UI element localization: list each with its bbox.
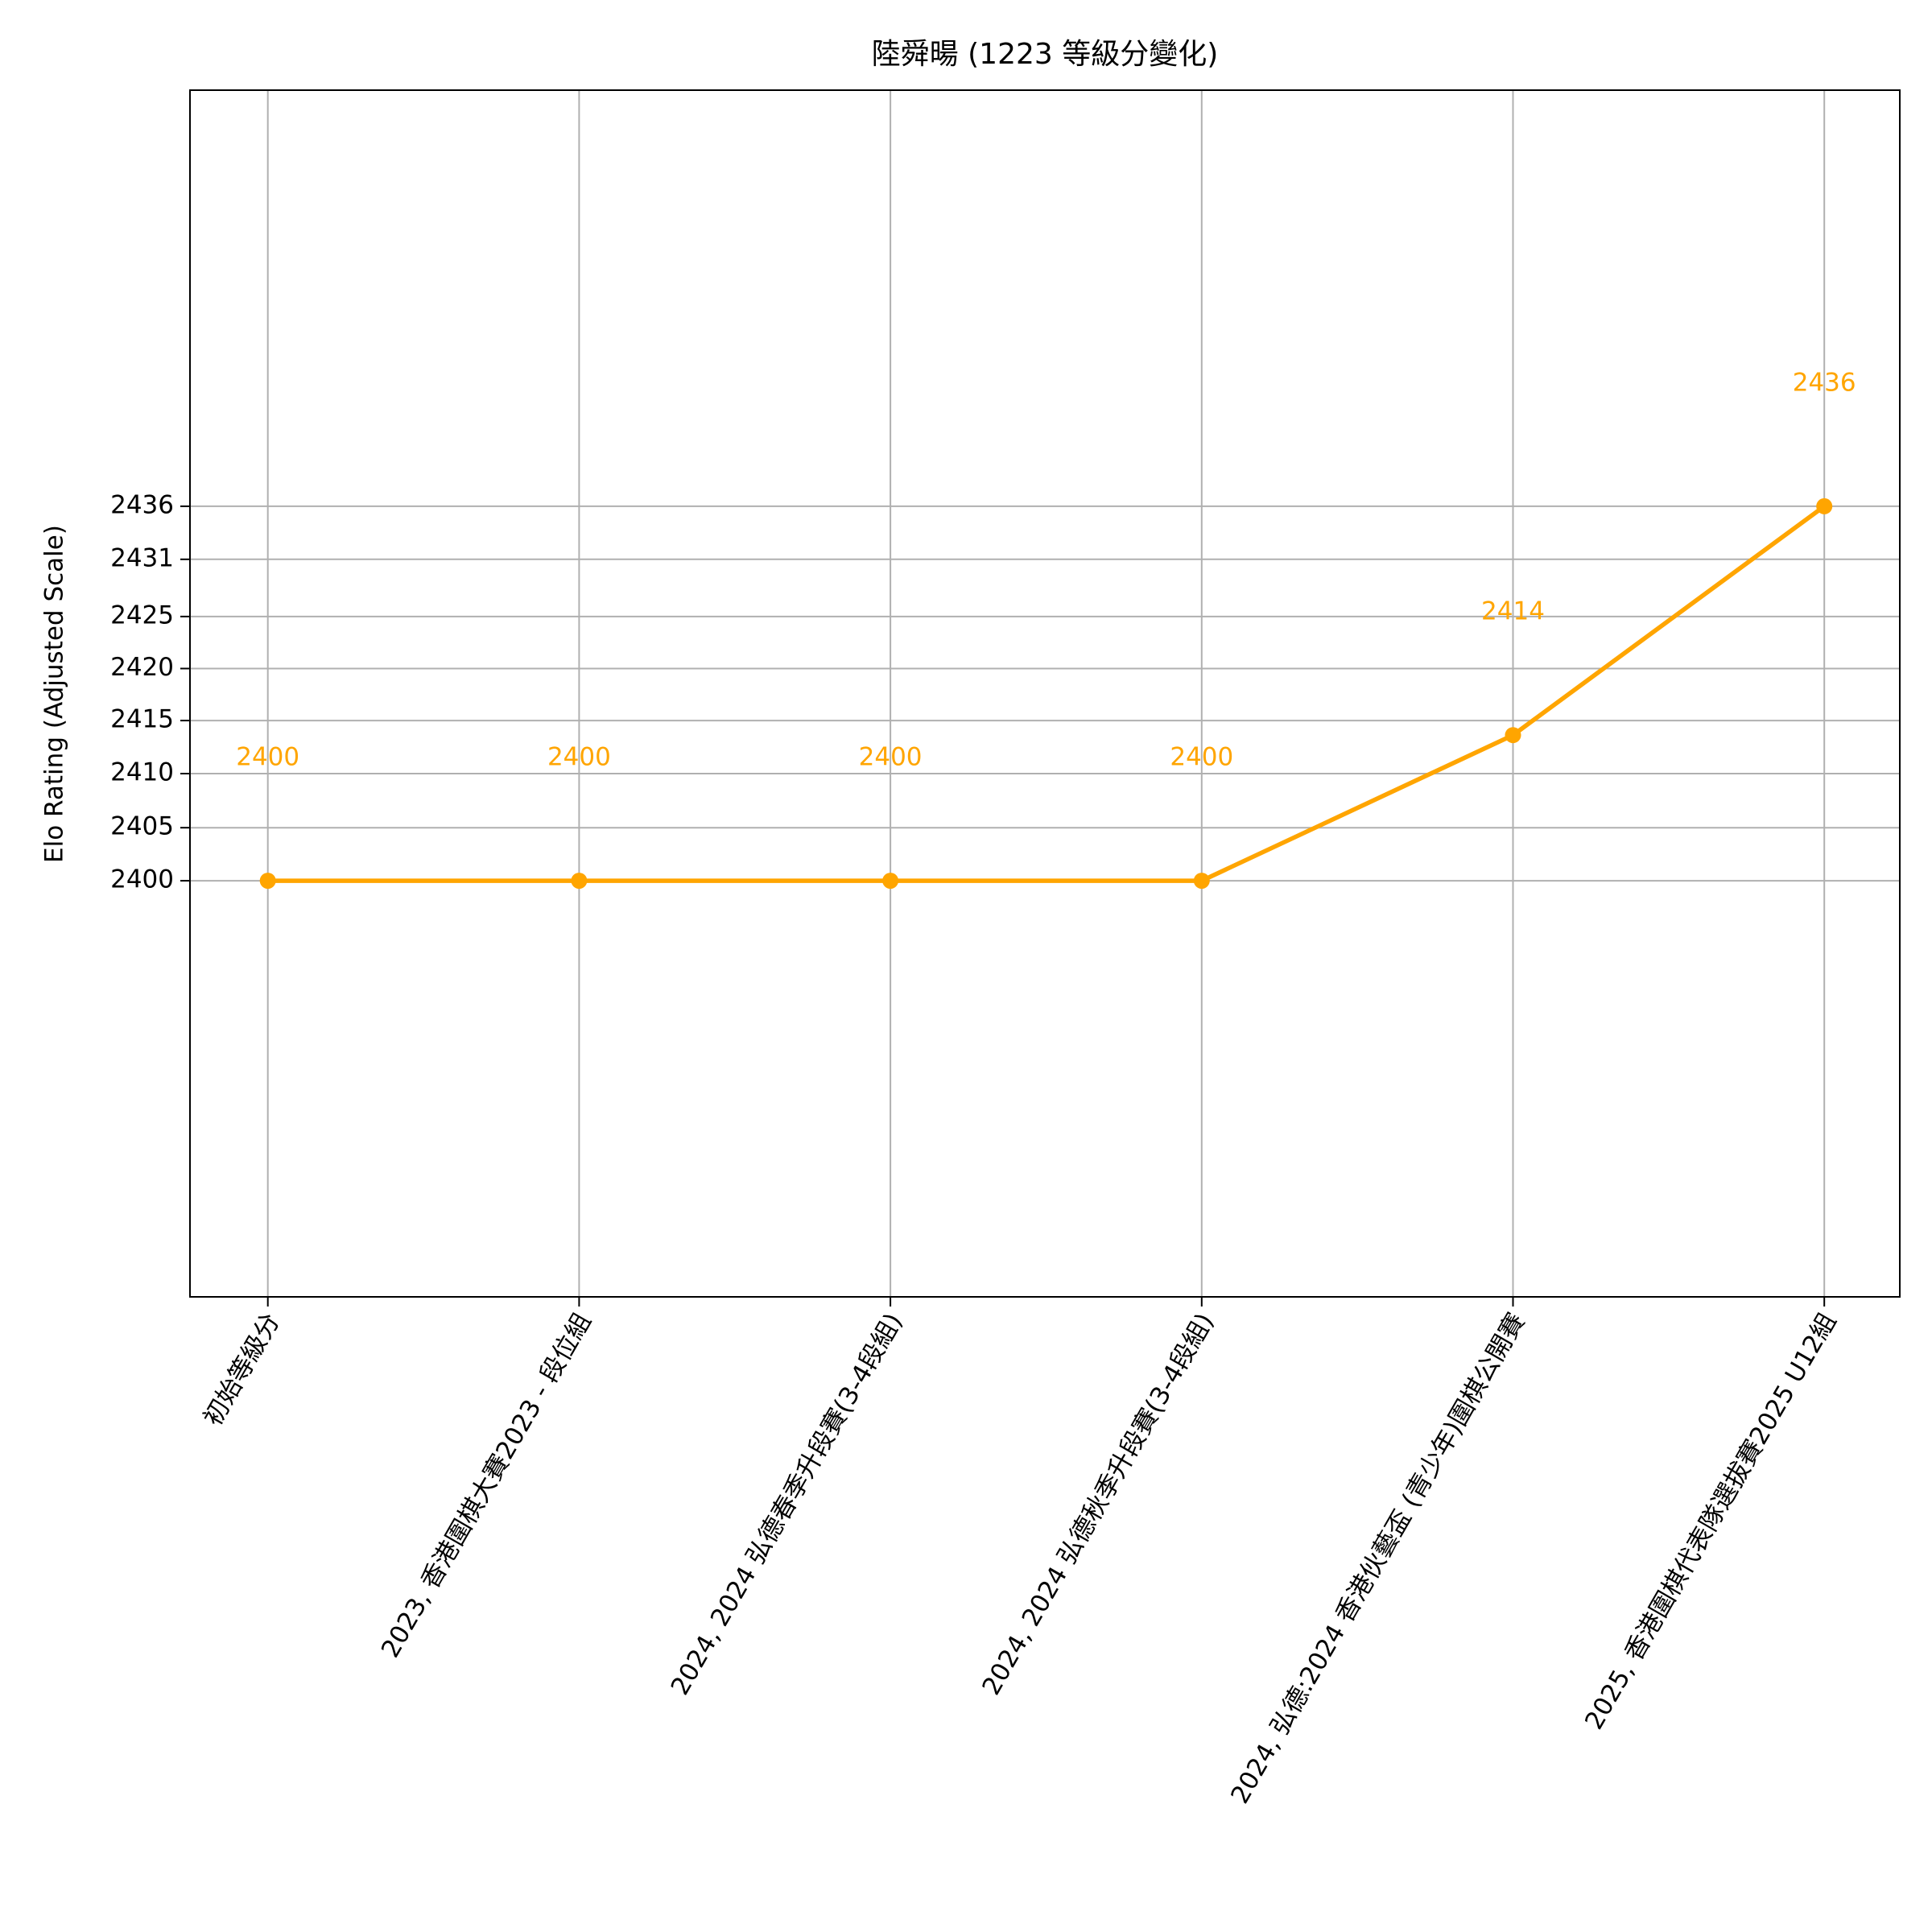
- y-axis-label: Elo Rating (Adjusted Scale): [40, 525, 69, 863]
- marker: [1193, 873, 1210, 890]
- x-tick-label: 2025, 香港圍棋代表隊選拔賽2025 U12組: [1579, 1308, 1842, 1734]
- line: [267, 504, 1826, 883]
- y-tick-label: 2431: [110, 543, 174, 572]
- y-tick-label: 2425: [110, 601, 174, 630]
- marker: [1816, 497, 1833, 514]
- y-tick-label: 2400: [110, 865, 174, 894]
- y-tick-label: 2415: [110, 705, 174, 734]
- value-label: 2436: [1793, 368, 1856, 397]
- x-tick-label: 2024, 2024 弘德秋季升段賽(3-4段組): [976, 1308, 1220, 1700]
- x-tick-label: 2023, 香港圍棋大賽2023 - 段位組: [376, 1308, 597, 1662]
- chart-title: 陸舜暘 (1223 等級分變化): [872, 38, 1219, 71]
- y-tick-label: 2420: [110, 653, 174, 682]
- value-label: 2400: [859, 743, 923, 772]
- marker: [882, 873, 899, 890]
- x-tick-label: 初始等級分: [198, 1308, 286, 1430]
- marker: [259, 873, 276, 890]
- y-tick-label: 2405: [110, 812, 174, 841]
- y-tick-label: 2436: [110, 490, 174, 519]
- value-label: 2400: [547, 743, 611, 772]
- x-tick-label: 2024, 2024 弘德春季升段賽(3-4段組): [666, 1308, 909, 1700]
- value-label: 2400: [236, 743, 299, 772]
- y-tick-label: 2410: [110, 758, 174, 787]
- plot-frame: [189, 89, 1901, 1298]
- value-label: 2400: [1170, 743, 1233, 772]
- marker: [571, 873, 588, 890]
- value-label: 2414: [1481, 597, 1545, 626]
- x-tick-label: 2024, 弘德:2024 香港伙藝盃 (青少年)圍棋公開賽: [1225, 1308, 1531, 1808]
- marker: [1505, 727, 1521, 744]
